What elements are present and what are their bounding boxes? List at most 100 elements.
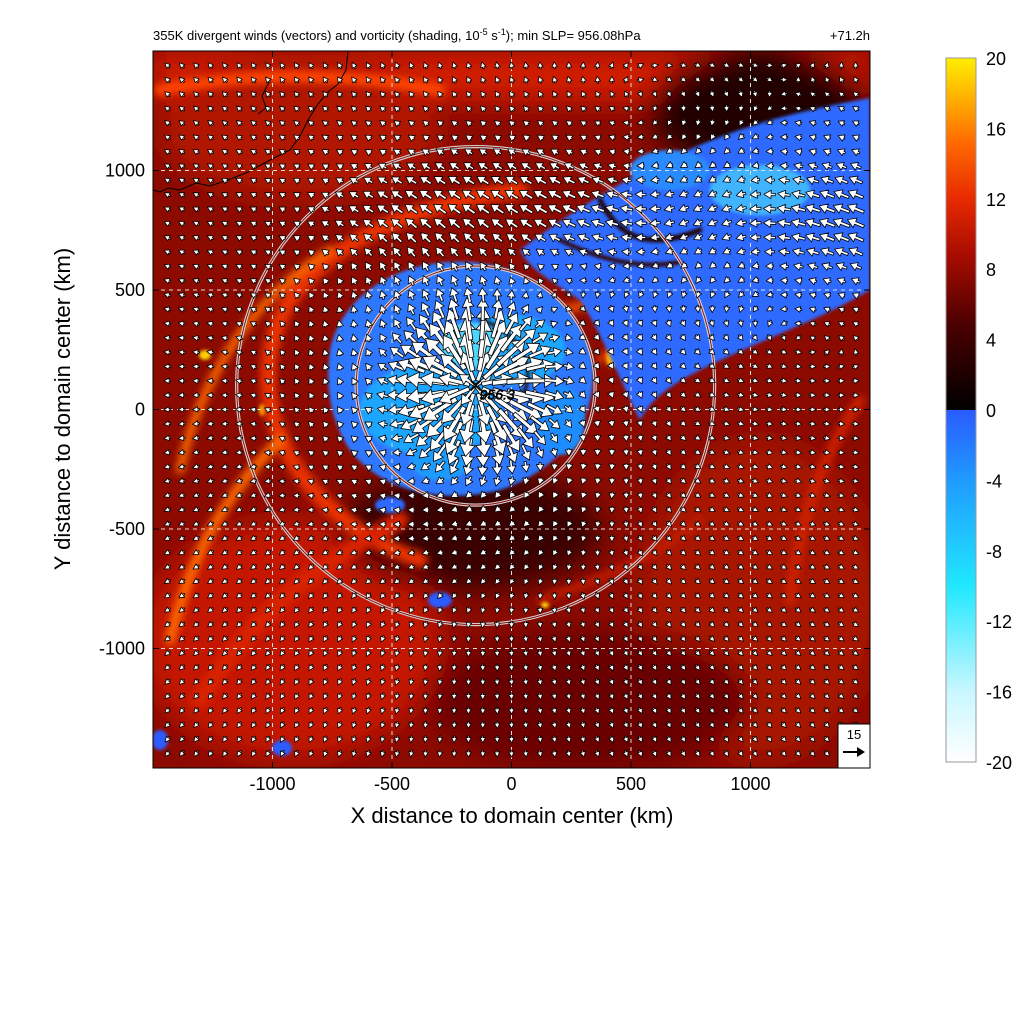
wind-vector [322, 678, 329, 686]
wind-vector [250, 91, 257, 98]
wind-vector [549, 432, 558, 444]
wind-vector [522, 263, 531, 271]
wind-vector [278, 163, 286, 170]
wind-vector [536, 134, 545, 142]
wind-vector [421, 563, 430, 570]
wind-vector [206, 391, 215, 399]
wind-vector [322, 706, 329, 715]
wind-vector [852, 134, 860, 142]
wind-vector [322, 105, 329, 113]
wind-vector [550, 620, 558, 629]
wind-vector [178, 592, 186, 599]
wind-vector [823, 721, 830, 728]
wind-vector [307, 549, 315, 556]
wind-vector [207, 62, 214, 69]
wind-vector [394, 61, 401, 70]
wind-vector [365, 749, 372, 758]
wind-vector [436, 721, 444, 729]
wind-vector [265, 635, 272, 643]
wind-vector [823, 434, 831, 442]
wind-vector [634, 232, 647, 242]
wind-vector [533, 189, 548, 200]
wind-vector [651, 592, 658, 600]
wind-vector [636, 706, 643, 715]
wind-vector [479, 678, 486, 686]
wind-vector [222, 692, 229, 700]
wind-vector [364, 464, 373, 472]
wind-vector [707, 203, 718, 213]
wind-vector [222, 735, 229, 743]
wind-vector [794, 592, 802, 599]
wind-vector [722, 534, 730, 541]
wind-vector [723, 76, 730, 83]
wind-vector [206, 363, 215, 370]
wind-vector [751, 735, 758, 743]
wind-vector [823, 363, 831, 370]
wind-vector [765, 76, 773, 83]
wind-vector [522, 620, 529, 629]
wind-vector [666, 276, 674, 284]
wind-vector [508, 276, 517, 285]
wind-vector [220, 449, 229, 456]
wind-vector [436, 663, 444, 672]
wind-vector [708, 391, 716, 398]
wind-vector [837, 120, 846, 127]
wind-vector [751, 678, 759, 685]
wind-vector [694, 577, 701, 585]
wind-vector [249, 220, 258, 228]
wind-vector [365, 692, 372, 701]
range-ring-inner [236, 146, 716, 626]
wind-vector [220, 377, 229, 385]
wind-vector [336, 348, 344, 357]
wind-vector [651, 578, 658, 585]
wind-vector [551, 120, 559, 128]
wind-vector [851, 277, 861, 286]
wind-vector [605, 233, 619, 243]
wind-vector [337, 721, 343, 729]
wind-vector [408, 692, 415, 701]
wind-vector [293, 291, 301, 300]
wind-vector [651, 621, 658, 628]
wind-vector [249, 477, 258, 484]
wind-vector [235, 363, 243, 371]
wind-vector [278, 249, 287, 257]
wind-vector [592, 376, 600, 385]
wind-vector [809, 707, 816, 714]
wind-vector [651, 692, 658, 700]
wind-vector [437, 606, 444, 614]
wind-vector [809, 61, 815, 70]
wind-vector [365, 76, 372, 84]
wind-vector [192, 621, 200, 628]
wind-vector [308, 391, 316, 400]
wind-vector [177, 349, 186, 356]
wind-vector [177, 434, 186, 442]
wind-vector [751, 520, 759, 527]
wind-vector [693, 319, 701, 328]
wind-vector [808, 120, 817, 127]
wind-vector [307, 177, 316, 185]
wind-vector [604, 204, 620, 214]
wind-vector [522, 706, 529, 715]
wind-vector [465, 90, 473, 98]
wind-vector [379, 318, 388, 329]
wind-vector [308, 606, 315, 614]
wind-vector [765, 534, 774, 541]
wind-vector [394, 706, 401, 715]
wind-vector [378, 434, 387, 443]
wind-vector [207, 163, 215, 170]
wind-vector [421, 520, 430, 528]
wind-vector [508, 606, 516, 615]
wind-vector [737, 549, 745, 556]
wind-vector [464, 548, 473, 556]
wind-vector [451, 592, 459, 600]
wind-vector [776, 204, 792, 214]
wind-vector [250, 563, 257, 570]
wind-vector [680, 735, 686, 743]
wind-vector [622, 133, 631, 141]
colorbar-tick-label: 8 [986, 260, 996, 280]
wind-vector [236, 105, 243, 112]
wind-vector [809, 649, 816, 656]
wind-vector [321, 234, 330, 243]
wind-vector [322, 435, 330, 443]
wind-vector [164, 750, 171, 757]
